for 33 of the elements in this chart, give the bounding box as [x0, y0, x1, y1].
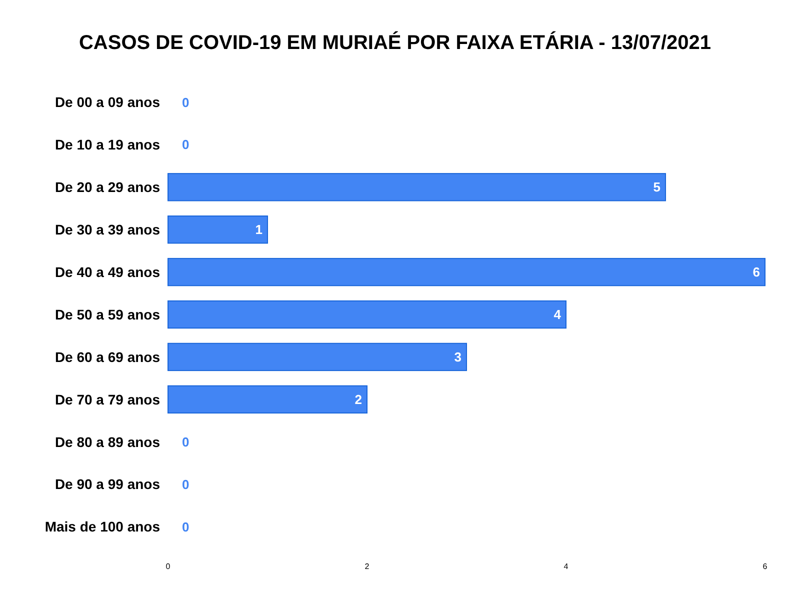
- x-tick-label: 6: [762, 562, 768, 571]
- y-tick-label: De 10 a 19 anos: [54, 136, 160, 153]
- data-label: 3: [454, 350, 462, 365]
- y-tick-label: De 90 a 99 anos: [54, 476, 160, 492]
- y-tick-label: De 30 a 39 anos: [54, 221, 160, 238]
- data-label: 0: [182, 476, 190, 492]
- y-tick-label: De 80 a 89 anos: [54, 434, 160, 450]
- data-label: 5: [653, 180, 660, 195]
- bar: [168, 258, 766, 286]
- data-label: 1: [255, 222, 262, 238]
- y-tick-label: De 50 a 59 anos: [54, 306, 160, 322]
- bar: [168, 342, 467, 372]
- bar: [168, 216, 268, 244]
- y-tick-label: De 40 a 49 anos: [54, 264, 160, 280]
- y-tick-label: Mais de 100 anos: [44, 518, 160, 535]
- y-tick-label: De 20 a 29 anos: [54, 179, 160, 196]
- x-tick-label: 2: [364, 562, 370, 571]
- bar: [168, 300, 566, 329]
- data-label: 0: [182, 434, 190, 450]
- data-label: 0: [182, 137, 190, 152]
- bar: [168, 385, 368, 414]
- y-tick-label: De 60 a 69 anos: [54, 348, 160, 365]
- data-label: 0: [182, 94, 190, 110]
- data-label: 4: [554, 307, 562, 322]
- x-tick-label: 4: [564, 562, 569, 571]
- data-label: 2: [354, 392, 362, 407]
- data-label: 0: [182, 519, 190, 534]
- y-tick-label: De 70 a 79 anos: [54, 391, 160, 408]
- y-tick-label: De 00 a 09 anos: [54, 94, 160, 110]
- x-tick-label: 0: [166, 562, 171, 571]
- data-label: 6: [752, 264, 760, 280]
- chart-title: CASOS DE COVID-19 EM MURIAÉ POR FAIXA ETÁRIA - 13/07/2021: [78, 31, 712, 54]
- bar: [168, 173, 666, 202]
